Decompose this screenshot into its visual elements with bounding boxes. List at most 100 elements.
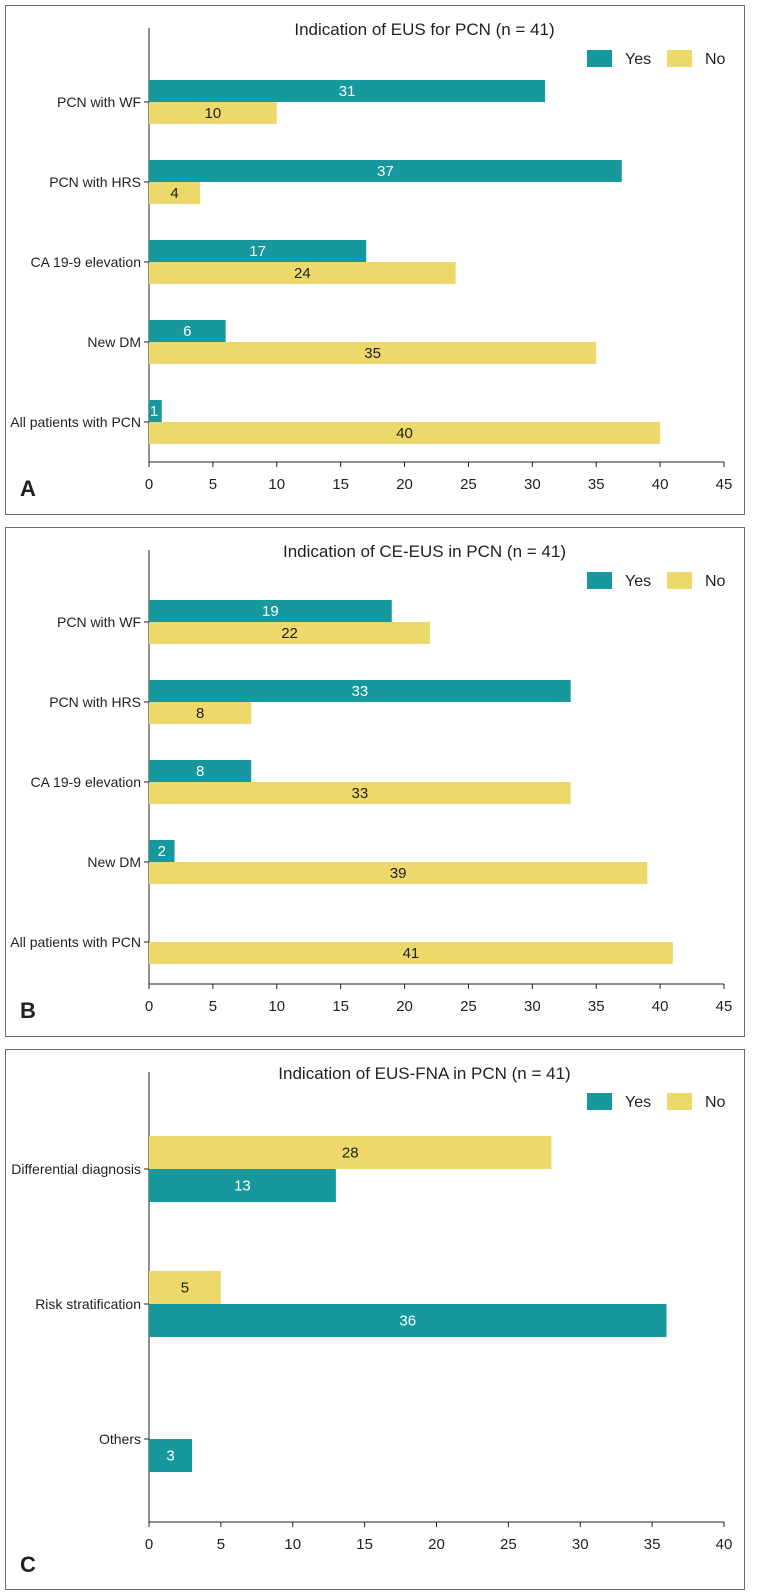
bar-value-label: 8	[196, 705, 204, 722]
category-label: CA 19-9 elevation	[30, 254, 141, 270]
bar-value-label: 22	[281, 625, 298, 642]
legend-swatch-yes	[587, 572, 612, 589]
bar-yes	[149, 680, 571, 702]
x-tick-label: 5	[209, 998, 217, 1015]
bar-value-label: 19	[262, 603, 279, 620]
panel-letter: A	[20, 476, 36, 501]
bar-value-label: 39	[390, 865, 407, 882]
bar-yes	[149, 1169, 336, 1202]
category-label: New DM	[87, 334, 141, 350]
chart-panel-b: Indication of CE-EUS in PCN (n = 41) Yes N…	[5, 527, 745, 1037]
x-tick-label: 10	[268, 476, 285, 493]
bar-yes	[149, 1304, 667, 1337]
bar-value-label: 1	[150, 403, 158, 420]
bar-yes	[149, 240, 367, 262]
x-tick-label: 20	[428, 1536, 445, 1553]
legend-swatch-no	[667, 50, 692, 67]
bar-value-label: 8	[196, 763, 204, 780]
bar-yes	[149, 1439, 193, 1472]
x-tick-label: 40	[716, 1536, 733, 1553]
x-tick-label: 10	[284, 1536, 301, 1553]
category-label: Risk stratification	[35, 1296, 141, 1312]
category-label: PCN with HRS	[49, 174, 141, 190]
bar-value-label: 3	[166, 1448, 174, 1465]
bar-no	[149, 702, 252, 724]
x-tick-label: 0	[145, 1536, 153, 1553]
bar-value-label: 41	[403, 945, 420, 962]
x-tick-label: 5	[217, 1536, 225, 1553]
legend-swatch-yes	[587, 1093, 612, 1110]
chart-svg: Indication of EUS for PCN (n = 41) Yes No 0…	[10, 20, 733, 501]
x-tick-label: 25	[500, 1536, 517, 1553]
bar-yes	[149, 760, 252, 782]
x-tick-label: 40	[652, 476, 669, 493]
x-tick-label: 0	[145, 998, 153, 1015]
x-tick-label: 35	[588, 998, 605, 1015]
bar-yes	[149, 400, 162, 422]
x-tick-label: 30	[524, 998, 541, 1015]
bar-no	[149, 622, 431, 644]
bar-value-label: 36	[399, 1313, 416, 1330]
bar-value-label: 31	[339, 83, 356, 100]
category-label: All patients with PCN	[10, 934, 141, 950]
bar-yes	[149, 80, 546, 102]
x-tick-label: 30	[572, 1536, 589, 1553]
legend-swatch-yes	[587, 50, 612, 67]
bar-value-label: 4	[170, 185, 178, 202]
x-tick-label: 25	[460, 998, 477, 1015]
bar-no	[149, 422, 661, 444]
bar-yes	[149, 160, 622, 182]
x-tick-label: 20	[396, 476, 413, 493]
panel-letter: B	[20, 998, 36, 1023]
bar-no	[149, 942, 673, 964]
category-label: Others	[99, 1431, 141, 1447]
legend-label-no: No	[705, 1094, 726, 1111]
x-tick-label: 40	[652, 998, 669, 1015]
bar-no	[149, 1136, 552, 1169]
category-label: PCN with WF	[57, 614, 141, 630]
bar-value-label: 35	[364, 345, 381, 362]
x-tick-label: 45	[716, 476, 733, 493]
legend-label-yes: Yes	[625, 51, 651, 68]
bar-value-label: 2	[158, 843, 166, 860]
bar-value-label: 10	[205, 105, 222, 122]
x-tick-label: 25	[460, 476, 477, 493]
x-tick-label: 10	[268, 998, 285, 1015]
category-label: Differential diagnosis	[11, 1161, 141, 1177]
bar-value-label: 6	[183, 323, 191, 340]
bar-yes	[149, 320, 226, 342]
legend-swatch-no	[667, 1093, 692, 1110]
chart-svg: Indication of EUS-FNA in PCN (n = 41) Yes…	[11, 1064, 733, 1577]
x-tick-label: 35	[588, 476, 605, 493]
bar-no	[149, 182, 201, 204]
x-tick-label: 5	[209, 476, 217, 493]
category-label: CA 19-9 elevation	[30, 774, 141, 790]
bar-value-label: 33	[351, 683, 368, 700]
bar-value-label: 37	[377, 163, 394, 180]
x-tick-label: 30	[524, 476, 541, 493]
bar-yes	[149, 840, 175, 862]
legend-label-yes: Yes	[625, 1094, 651, 1111]
bar-no	[149, 1271, 221, 1304]
legend-swatch-no	[667, 572, 692, 589]
bar-no	[149, 782, 571, 804]
bar-no	[149, 342, 597, 364]
bar-value-label: 33	[351, 785, 368, 802]
chart-panel-c: Indication of EUS-FNA in PCN (n = 41) Yes…	[5, 1049, 745, 1590]
category-label: New DM	[87, 854, 141, 870]
chart-title: Indication of CE-EUS in PCN (n = 41)	[283, 542, 566, 561]
x-tick-label: 20	[396, 998, 413, 1015]
category-label: All patients with PCN	[10, 414, 141, 430]
bar-value-label: 40	[396, 425, 413, 442]
chart-title: Indication of EUS for PCN (n = 41)	[294, 20, 554, 39]
legend-label-yes: Yes	[625, 573, 651, 590]
x-tick-label: 15	[356, 1536, 373, 1553]
bar-value-label: 17	[249, 243, 266, 260]
bar-value-label: 5	[181, 1280, 189, 1297]
bar-value-label: 13	[234, 1178, 251, 1195]
bar-no	[149, 102, 277, 124]
category-label: PCN with HRS	[49, 694, 141, 710]
bar-no	[149, 862, 648, 884]
x-tick-label: 0	[145, 476, 153, 493]
legend-label-no: No	[705, 573, 726, 590]
